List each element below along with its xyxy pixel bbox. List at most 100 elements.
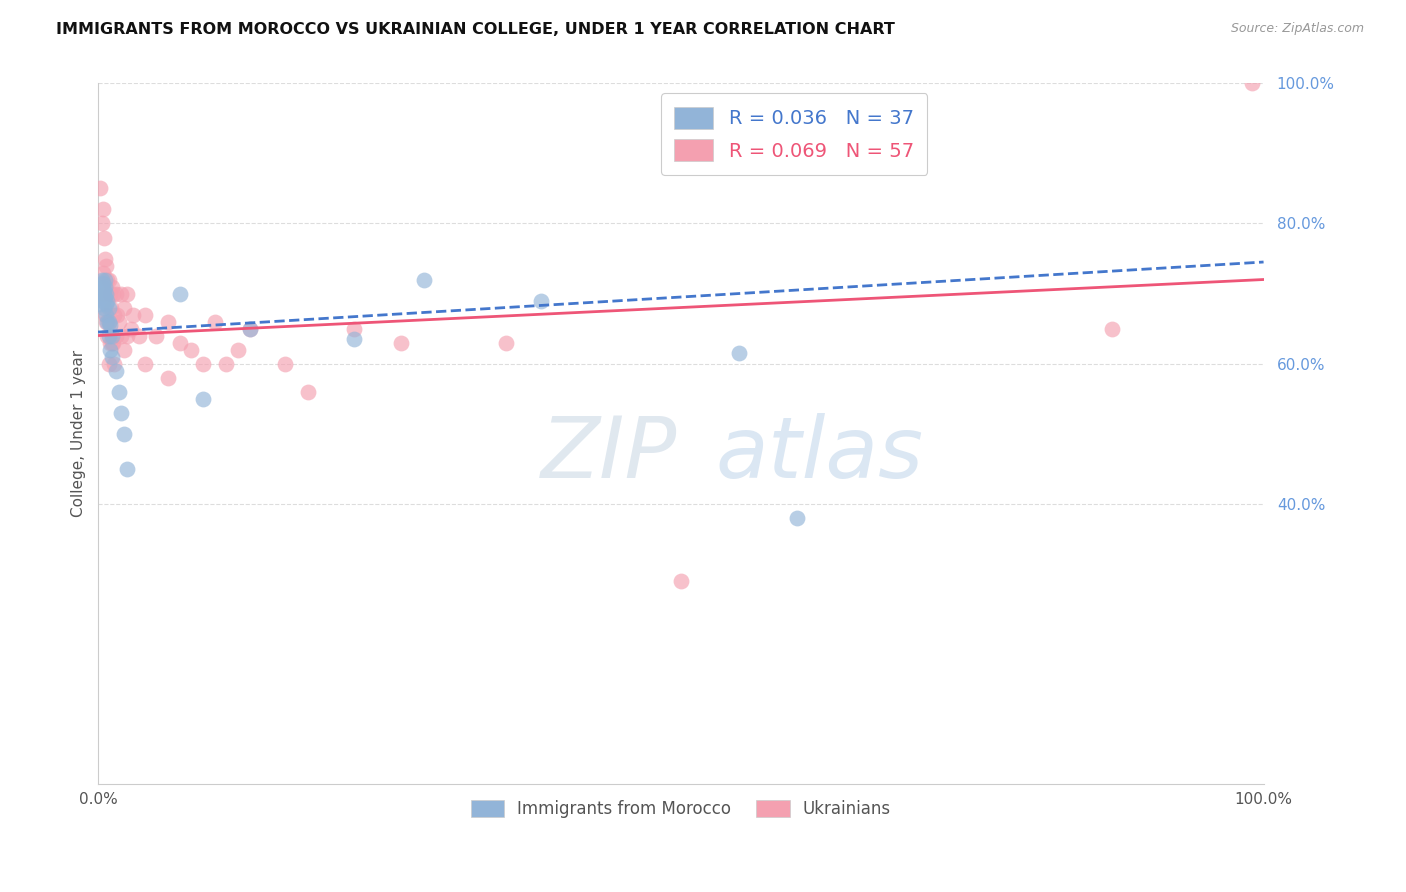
- Text: IMMIGRANTS FROM MOROCCO VS UKRAINIAN COLLEGE, UNDER 1 YEAR CORRELATION CHART: IMMIGRANTS FROM MOROCCO VS UKRAINIAN COL…: [56, 22, 896, 37]
- Point: [134, 357, 156, 371]
- Point: [134, 308, 156, 322]
- Point: [96, 314, 118, 328]
- Point: [91, 293, 114, 308]
- Point: [108, 384, 131, 399]
- Point: [96, 314, 118, 328]
- Point: [343, 332, 366, 346]
- Point: [156, 314, 179, 328]
- Point: [97, 314, 120, 328]
- Point: [101, 335, 124, 350]
- Point: [413, 272, 436, 286]
- Point: [93, 286, 115, 301]
- Point: [94, 272, 117, 286]
- Point: [94, 308, 117, 322]
- Point: [104, 328, 127, 343]
- Point: [96, 308, 118, 322]
- Point: [145, 328, 167, 343]
- Point: [90, 272, 112, 286]
- Point: [89, 297, 111, 311]
- Point: [110, 286, 132, 301]
- Point: [93, 301, 115, 315]
- Point: [103, 357, 125, 371]
- Point: [191, 357, 214, 371]
- Point: [122, 308, 145, 322]
- Point: [91, 286, 114, 301]
- Point: [104, 286, 127, 301]
- Point: [96, 286, 118, 301]
- Point: [120, 321, 142, 335]
- Text: atlas: atlas: [716, 413, 924, 496]
- Point: [96, 297, 118, 311]
- Point: [94, 290, 117, 304]
- Point: [100, 301, 122, 315]
- Point: [103, 308, 125, 322]
- Point: [94, 279, 117, 293]
- Point: [1240, 77, 1263, 91]
- Point: [389, 335, 412, 350]
- Point: [101, 350, 124, 364]
- Point: [98, 343, 121, 357]
- Point: [93, 230, 115, 244]
- Point: [112, 343, 135, 357]
- Point: [343, 321, 366, 335]
- Legend: Immigrants from Morocco, Ukrainians: Immigrants from Morocco, Ukrainians: [464, 793, 897, 824]
- Point: [495, 335, 517, 350]
- Point: [91, 276, 114, 290]
- Point: [97, 301, 120, 315]
- Point: [273, 357, 295, 371]
- Point: [169, 286, 191, 301]
- Point: [226, 343, 249, 357]
- Point: [96, 259, 118, 273]
- Point: [108, 314, 131, 328]
- Point: [169, 335, 191, 350]
- Point: [97, 357, 120, 371]
- Point: [115, 461, 138, 475]
- Point: [103, 335, 125, 350]
- Point: [128, 328, 150, 343]
- Text: ZIP: ZIP: [541, 413, 678, 496]
- Point: [530, 293, 553, 308]
- Point: [297, 384, 319, 399]
- Point: [728, 346, 751, 360]
- Point: [97, 314, 120, 328]
- Y-axis label: College, Under 1 year: College, Under 1 year: [72, 350, 86, 517]
- Point: [110, 328, 132, 343]
- Point: [191, 392, 214, 406]
- Point: [93, 290, 115, 304]
- Point: [105, 308, 128, 322]
- Point: [93, 283, 115, 297]
- Point: [238, 321, 260, 335]
- Point: [89, 181, 111, 195]
- Point: [90, 279, 112, 293]
- Point: [156, 370, 179, 384]
- Point: [96, 328, 118, 343]
- Point: [96, 272, 118, 286]
- Point: [786, 510, 808, 524]
- Point: [112, 426, 135, 441]
- Text: Source: ZipAtlas.com: Source: ZipAtlas.com: [1230, 22, 1364, 36]
- Point: [101, 279, 124, 293]
- Point: [1101, 321, 1123, 335]
- Point: [215, 357, 238, 371]
- Point: [96, 293, 118, 308]
- Point: [115, 328, 138, 343]
- Point: [103, 286, 125, 301]
- Point: [98, 318, 121, 332]
- Point: [204, 314, 226, 328]
- Point: [94, 252, 117, 266]
- Point: [104, 363, 127, 377]
- Point: [101, 328, 124, 343]
- Point: [112, 301, 135, 315]
- Point: [97, 272, 120, 286]
- Point: [669, 574, 692, 588]
- Point: [98, 286, 121, 301]
- Point: [180, 343, 202, 357]
- Point: [90, 217, 112, 231]
- Point: [98, 335, 121, 350]
- Point: [97, 328, 120, 343]
- Point: [115, 286, 138, 301]
- Point: [91, 202, 114, 217]
- Point: [110, 406, 132, 420]
- Point: [238, 321, 260, 335]
- Point: [91, 266, 114, 280]
